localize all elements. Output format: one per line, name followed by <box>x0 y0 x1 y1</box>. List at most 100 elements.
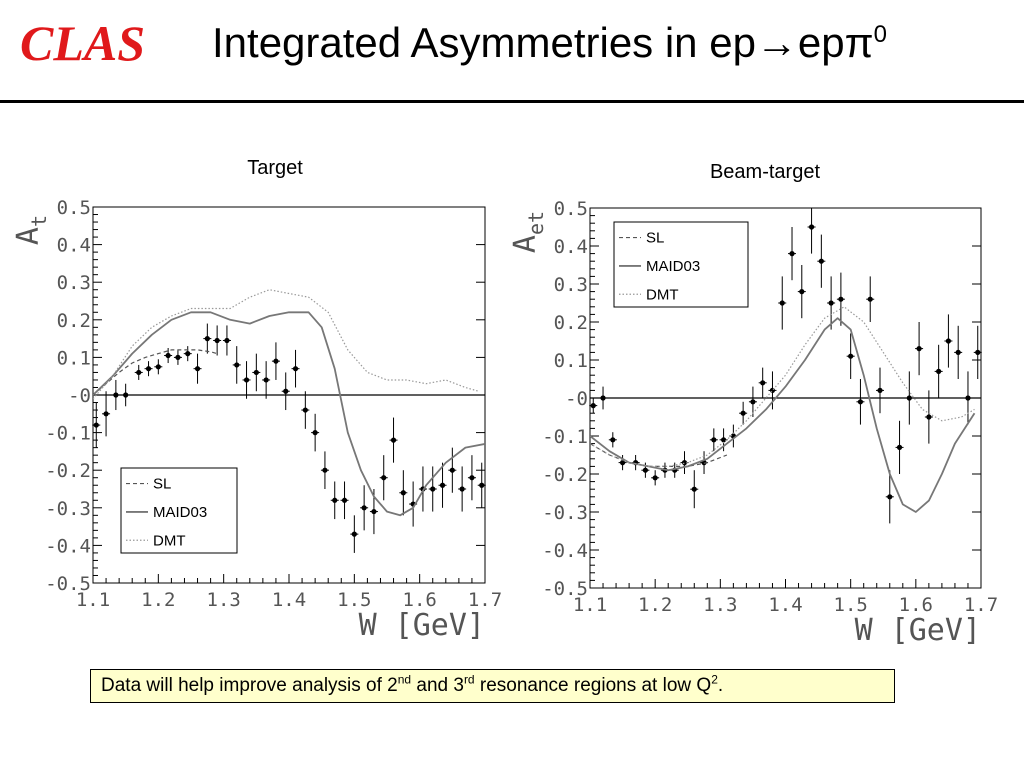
legend-label: SL <box>646 230 664 247</box>
x-tick-label: 1.3 <box>207 589 241 611</box>
curve-maid03 <box>590 317 976 513</box>
y-tick-label: -0.2 <box>45 460 91 482</box>
data-point <box>449 467 455 473</box>
data-point <box>400 490 406 496</box>
curve-maid03 <box>93 311 485 517</box>
slide-title: Integrated Asymmetries in ep→epπ0 <box>212 22 887 64</box>
data-point <box>965 395 971 401</box>
caption-text-4: . <box>717 675 724 696</box>
y-tick-label: -0.4 <box>542 540 588 562</box>
data-point <box>351 531 357 537</box>
data-point <box>93 422 99 428</box>
data-point <box>975 349 981 355</box>
y-tick-label: -0 <box>565 388 588 410</box>
data-point <box>896 444 903 450</box>
data-point <box>760 380 766 386</box>
legend-label: MAID03 <box>646 258 700 275</box>
data-point <box>312 430 318 436</box>
data-point <box>194 366 201 372</box>
data-point <box>390 437 397 443</box>
data-point <box>769 387 776 393</box>
y-axis-title-subscript: et <box>524 211 548 235</box>
curve-dmt <box>590 306 975 467</box>
y-tick-label: -0 <box>68 385 91 407</box>
data-point <box>459 486 465 492</box>
y-tick-label: -0.4 <box>45 535 91 557</box>
data-point <box>828 300 834 306</box>
y-tick-label: -0.5 <box>542 578 588 600</box>
legend-box <box>120 467 238 554</box>
data-point <box>283 388 289 394</box>
chart-0: -0.5 -0.4 -0.3 -0.2 -0.1 -0 0.1 0.2 0.3 0.4 0.5 1.1… <box>11 157 502 643</box>
x-tick-label: 1.2 <box>638 594 672 616</box>
data-point <box>887 494 893 500</box>
legend-label: DMT <box>153 532 186 549</box>
y-tick-label: 0.1 <box>554 350 588 372</box>
x-tick-label: 1.1 <box>573 594 607 616</box>
data-point <box>243 377 250 383</box>
data-point <box>234 362 240 368</box>
data-point <box>818 258 824 264</box>
data-point <box>857 399 864 405</box>
curve-sl <box>590 443 728 467</box>
x-tick-label: 1.3 <box>703 594 737 616</box>
panel-title: Beam-target <box>710 161 820 183</box>
data-point <box>916 346 922 352</box>
data-point <box>469 475 475 481</box>
data-point <box>740 410 746 416</box>
caption-text-2: and 3 <box>411 675 464 696</box>
data-point <box>341 497 348 503</box>
x-tick-label: 1.7 <box>964 594 998 616</box>
data-point <box>691 486 697 492</box>
data-point <box>711 437 717 443</box>
slide-title-superscript: 0 <box>873 21 887 48</box>
y-tick-label: 0.2 <box>554 312 588 334</box>
data-point <box>361 505 367 511</box>
data-point <box>253 369 259 376</box>
data-point <box>155 364 161 370</box>
y-tick-label: 0.5 <box>57 197 91 219</box>
data-point <box>430 486 436 492</box>
data-point <box>877 387 883 393</box>
y-tick-label: -0.2 <box>542 464 588 486</box>
data-point <box>799 289 805 295</box>
data-point <box>439 482 446 488</box>
data-point <box>332 497 338 503</box>
caption-sup-2: rd <box>463 672 475 687</box>
y-axis-title: Aet <box>508 211 548 253</box>
data-point <box>381 475 387 481</box>
x-tick-label: 1.2 <box>141 589 175 611</box>
data-point <box>224 337 230 344</box>
data-point <box>936 368 942 374</box>
data-point <box>867 296 873 302</box>
data-point <box>789 251 795 257</box>
x-tick-label: 1.7 <box>468 589 502 611</box>
y-axis-title: At <box>11 215 51 245</box>
data-point <box>600 395 606 401</box>
y-tick-label: -0.1 <box>542 426 588 448</box>
x-tick-label: 1.5 <box>834 594 868 616</box>
data-point <box>113 392 119 398</box>
x-tick-label: 1.6 <box>899 594 933 616</box>
data-point <box>103 411 109 417</box>
y-tick-label: -0.3 <box>45 498 91 520</box>
data-point <box>145 366 152 372</box>
x-tick-label: 1.5 <box>337 589 371 611</box>
data-point <box>263 377 269 383</box>
x-tick-label: 1.6 <box>403 589 437 611</box>
x-axis-title: W [GeV] <box>855 613 981 648</box>
x-tick-label: 1.4 <box>272 589 306 611</box>
data-point <box>322 467 328 473</box>
data-point <box>214 337 220 344</box>
y-axis-title-main: A <box>11 227 46 245</box>
y-tick-label: 0.3 <box>57 272 91 294</box>
data-point <box>945 338 952 344</box>
data-point <box>779 300 785 306</box>
slide-title-text: Integrated Asymmetries in ep→epπ <box>212 19 874 66</box>
data-point <box>955 349 961 355</box>
data-point <box>619 460 626 466</box>
data-point <box>720 437 727 443</box>
y-tick-label: 0.4 <box>57 235 91 257</box>
clas-logo: CLAS <box>20 15 146 71</box>
